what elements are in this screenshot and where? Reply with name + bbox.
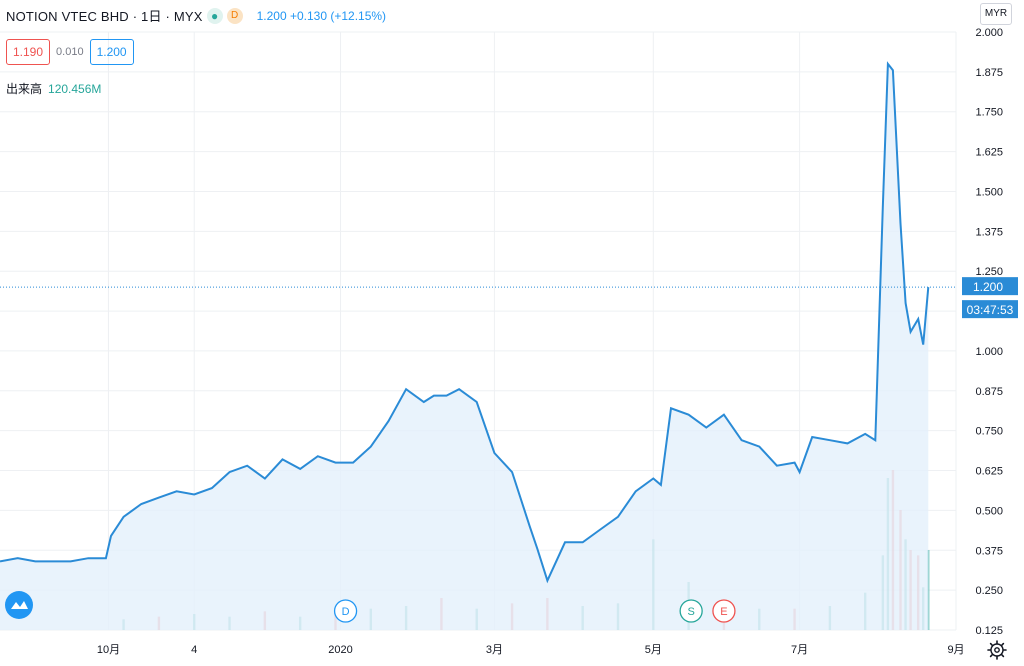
symbol-title: NOTION VTEC BHD · 1日 · MYX [6, 9, 203, 24]
countdown-tag-label: 03:47:53 [967, 303, 1014, 317]
price-tags: 1.200 03:47:53 [962, 277, 1018, 319]
x-tick-label: 4 [191, 644, 197, 656]
y-tick-label: 1.250 [975, 266, 1003, 278]
x-tick-label: 5月 [645, 644, 662, 656]
volume-label: 出来高 [6, 82, 43, 96]
y-tick-label: 1.000 [975, 346, 1003, 358]
event-marker-label: E [720, 606, 727, 618]
event-marker-label: D [342, 606, 350, 618]
currency-button[interactable]: MYR [980, 3, 1012, 25]
y-tick-label: 0.500 [975, 505, 1003, 517]
event-marker-s[interactable] [679, 599, 703, 623]
y-tick-label: 1.500 [975, 186, 1003, 198]
x-tick-label: 3月 [486, 644, 503, 656]
tradingview-logo-icon[interactable] [4, 590, 34, 620]
y-tick-label: 1.375 [975, 226, 1003, 238]
x-tick-label: 10月 [97, 644, 120, 656]
countdown-tag [962, 300, 1018, 319]
symbol-header: NOTION VTEC BHD · 1日 · MYX ● D 1.200 +0.… [6, 6, 386, 25]
x-tick-label: 7月 [791, 644, 808, 656]
market-open-dot-icon[interactable]: ● [206, 7, 223, 24]
price-area-fill [0, 63, 929, 630]
last-price-change: 1.200 +0.130 (+12.15%) [256, 8, 387, 23]
y-tick-label: 0.875 [975, 386, 1003, 398]
price-axis[interactable]: 2.0001.8751.7501.6251.5001.3751.2501.125… [975, 27, 1003, 637]
y-tick-label: 0.125 [975, 625, 1003, 637]
y-tick-label: 2.000 [975, 27, 1003, 39]
buy-button[interactable]: 1.200 [89, 39, 134, 65]
price-line [0, 61, 930, 584]
current-price-tag [962, 277, 1018, 296]
y-tick-label: 0.750 [975, 426, 1003, 438]
sell-button[interactable]: 1.190 [6, 39, 51, 65]
bid-ask-row: 1.190 0.010 1.200 [6, 39, 134, 65]
event-marker-e[interactable] [712, 599, 736, 623]
x-tick-label: 2020 [328, 644, 352, 656]
event-marker-d[interactable] [333, 599, 358, 623]
settings-gear-icon[interactable] [986, 639, 1008, 661]
time-axis[interactable]: 10月 4 2020 3月 5月 7月 9月 [97, 644, 965, 656]
y-tick-label: 0.250 [975, 585, 1003, 597]
spread-value: 0.010 [56, 46, 84, 58]
y-tick-label: 0.625 [975, 466, 1003, 478]
current-price-tag-label: 1.200 [973, 280, 1003, 294]
x-tick-label: 9月 [947, 644, 964, 656]
y-tick-label: 1.750 [975, 107, 1003, 119]
y-tick-label: 1.625 [975, 147, 1003, 159]
y-tick-label: 1.875 [975, 67, 1003, 79]
volume-legend: 出来高 120.456M [6, 80, 101, 97]
y-tick-label: 0.375 [975, 545, 1003, 557]
volume-value: 120.456M [48, 82, 102, 96]
delayed-data-icon[interactable]: D [226, 7, 243, 24]
event-marker-label: S [687, 606, 694, 618]
